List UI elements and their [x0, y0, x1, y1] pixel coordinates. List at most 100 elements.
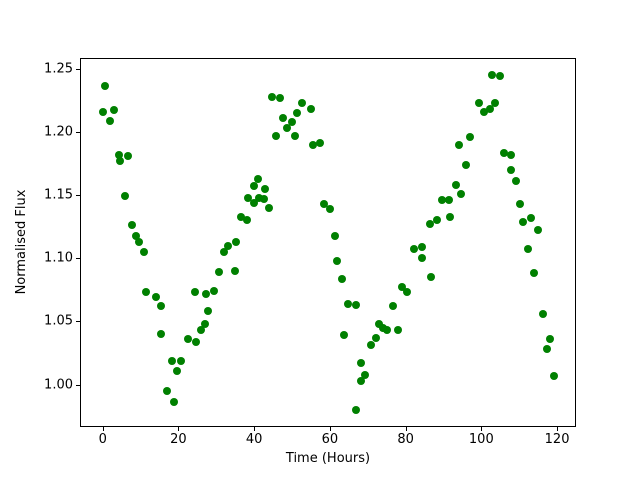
data-point [491, 98, 500, 107]
y-axis-label: Normalised Flux [14, 189, 29, 295]
x-tick-mark [405, 427, 407, 431]
data-point [139, 247, 148, 256]
data-point [297, 98, 306, 107]
data-point [101, 82, 110, 91]
data-point [454, 140, 463, 149]
data-point [427, 273, 436, 282]
data-point [438, 196, 447, 205]
data-point [157, 302, 166, 311]
data-point [192, 337, 201, 346]
data-point [518, 217, 527, 226]
data-point [339, 331, 348, 340]
data-point [249, 198, 258, 207]
data-point [352, 301, 361, 310]
data-point [516, 199, 525, 208]
data-point [524, 245, 533, 254]
data-point [214, 268, 223, 277]
y-tick-mark [76, 131, 80, 133]
data-point [479, 107, 488, 116]
data-point [466, 132, 475, 141]
data-point [191, 288, 200, 297]
data-point [372, 333, 381, 342]
y-tick-mark [76, 384, 80, 386]
data-point [98, 107, 107, 116]
x-tick-label: 0 [98, 432, 107, 447]
data-point [242, 216, 251, 225]
y-tick-label: 1.15 [44, 187, 73, 203]
data-point [231, 237, 240, 246]
data-point [397, 283, 406, 292]
data-point [474, 98, 483, 107]
data-point [114, 150, 123, 159]
data-point [388, 302, 397, 311]
data-point [356, 359, 365, 368]
data-point [539, 309, 548, 318]
data-point [546, 335, 555, 344]
data-point [254, 193, 263, 202]
data-point [315, 139, 324, 148]
x-tick-label: 60 [321, 432, 339, 447]
data-point [542, 345, 551, 354]
x-tick-mark [178, 427, 180, 431]
data-point [201, 289, 210, 298]
data-point [445, 196, 454, 205]
data-point [169, 398, 178, 407]
data-point [132, 231, 141, 240]
x-tick-label: 80 [397, 432, 414, 447]
data-point [512, 177, 521, 186]
data-point [352, 405, 361, 414]
data-point [485, 105, 494, 114]
data-point [461, 160, 470, 169]
data-point [333, 256, 342, 265]
y-tick-mark [76, 258, 80, 260]
data-point [253, 174, 262, 183]
data-point [162, 386, 171, 395]
data-point [506, 150, 515, 159]
x-tick-label: 120 [544, 432, 570, 447]
data-point [379, 323, 388, 332]
data-point [209, 287, 218, 296]
data-point [499, 149, 508, 158]
y-tick-label: 1.00 [44, 377, 73, 393]
data-point [200, 320, 209, 328]
data-point [116, 156, 125, 165]
x-tick-mark [557, 427, 559, 431]
data-point [287, 117, 296, 126]
data-point [124, 151, 133, 160]
data-point [121, 192, 130, 201]
data-point [452, 181, 461, 189]
data-point [445, 212, 454, 221]
data-point [526, 213, 535, 222]
data-point [409, 245, 418, 254]
data-point [325, 205, 334, 213]
data-point [109, 106, 118, 115]
data-point [308, 140, 317, 149]
y-tick-mark [76, 195, 80, 197]
data-point [487, 71, 496, 80]
data-point [456, 189, 465, 198]
data-point [196, 326, 205, 335]
x-tick-mark [329, 427, 331, 431]
data-point [219, 247, 228, 256]
data-point [105, 116, 114, 125]
data-point [402, 288, 411, 297]
data-point [433, 216, 442, 225]
y-tick-mark [76, 68, 80, 70]
data-point [534, 226, 543, 235]
data-point [128, 221, 137, 230]
data-point [549, 371, 558, 380]
y-tick-label: 1.20 [44, 124, 73, 140]
x-tick-mark [102, 427, 104, 431]
data-point [306, 105, 315, 114]
data-point [292, 108, 301, 117]
data-point [249, 182, 258, 191]
y-tick-label: 1.10 [44, 250, 73, 266]
data-point [224, 241, 233, 250]
data-point [230, 266, 239, 275]
data-point [394, 326, 403, 335]
data-point [344, 299, 353, 308]
data-point [360, 370, 369, 379]
data-point [135, 237, 144, 246]
data-point [243, 193, 252, 202]
